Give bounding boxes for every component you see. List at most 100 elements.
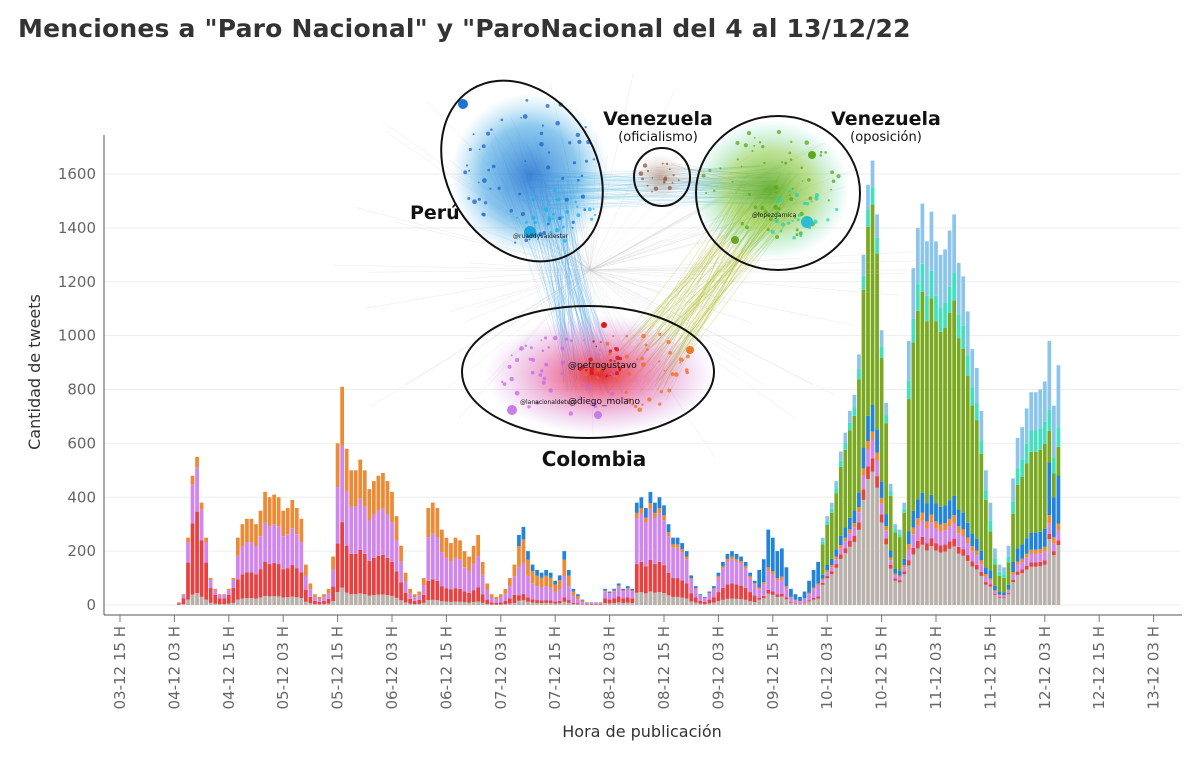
network-edge bbox=[589, 269, 900, 296]
bar-segment bbox=[897, 577, 902, 581]
bar-segment bbox=[258, 536, 263, 570]
bar-segment bbox=[934, 550, 938, 605]
bar-segment bbox=[1024, 553, 1029, 558]
bar-segment bbox=[308, 583, 313, 590]
bar-segment bbox=[920, 512, 925, 521]
bar-segment bbox=[1056, 523, 1061, 531]
network-node bbox=[601, 368, 604, 372]
bar-segment bbox=[267, 497, 272, 527]
bar-segment bbox=[707, 603, 712, 605]
network-node bbox=[546, 222, 550, 226]
bar-segment bbox=[503, 604, 508, 605]
network-node bbox=[770, 229, 775, 234]
bar-segment bbox=[1020, 476, 1024, 545]
bar-segment bbox=[816, 583, 820, 586]
bar-segment bbox=[616, 583, 621, 586]
x-tick-label: 08-12 15 H bbox=[655, 626, 673, 710]
bar-segment bbox=[272, 563, 276, 597]
bar-segment bbox=[544, 600, 548, 603]
bar-segment bbox=[789, 588, 793, 597]
bar-segment bbox=[725, 553, 730, 559]
bar-segment bbox=[217, 604, 222, 605]
network-node bbox=[584, 159, 589, 163]
network-node bbox=[670, 372, 675, 377]
bar-segment bbox=[875, 487, 879, 605]
bar-segment bbox=[539, 572, 544, 578]
network-node bbox=[589, 384, 592, 387]
bar-segment bbox=[807, 600, 811, 602]
bar-segment bbox=[952, 214, 956, 273]
bar-segment bbox=[893, 573, 898, 576]
bar-segment bbox=[612, 603, 616, 605]
bar-segment bbox=[730, 598, 734, 605]
bar-segment bbox=[838, 548, 843, 555]
bar-segment bbox=[848, 546, 852, 605]
bar-segment bbox=[947, 312, 952, 501]
bar-segment bbox=[870, 160, 875, 188]
bar-segment bbox=[929, 494, 934, 515]
x-tick-label: 04-12 03 H bbox=[165, 626, 183, 710]
bar-segment bbox=[322, 600, 326, 605]
bar-segment bbox=[879, 503, 884, 515]
bar-segment bbox=[766, 589, 771, 594]
bar-segment bbox=[748, 592, 752, 602]
venezuela-officialism-sublabel: (oficialismo) bbox=[618, 130, 698, 145]
bar-segment bbox=[204, 562, 208, 600]
bar-segment bbox=[861, 289, 866, 448]
bar-segment bbox=[893, 529, 898, 533]
bar-segment bbox=[349, 470, 354, 507]
bar-segment bbox=[358, 498, 363, 550]
network-node bbox=[529, 346, 533, 350]
bar-segment bbox=[349, 506, 354, 554]
bar-segment bbox=[916, 518, 920, 526]
network-node bbox=[587, 207, 592, 212]
x-tick-label: 04-12 15 H bbox=[220, 626, 238, 710]
network-node bbox=[528, 238, 531, 241]
bar-segment bbox=[390, 522, 394, 563]
bar-segment bbox=[1029, 549, 1034, 554]
y-tick-label: 1000 bbox=[58, 327, 96, 345]
bar-segment bbox=[884, 415, 888, 424]
bar-segment bbox=[467, 602, 471, 605]
bar-segment bbox=[648, 491, 653, 504]
bar-segment bbox=[226, 588, 231, 590]
network-edge bbox=[589, 269, 834, 395]
bar-segment bbox=[480, 594, 485, 603]
bar-segment bbox=[616, 602, 621, 605]
network-node bbox=[780, 230, 783, 233]
bar-segment bbox=[911, 547, 916, 555]
bar-segment bbox=[426, 537, 431, 581]
bar-segment bbox=[739, 599, 743, 605]
bar-segment bbox=[698, 595, 703, 601]
network-node bbox=[651, 177, 654, 179]
bar-segment bbox=[526, 575, 530, 598]
network-node bbox=[472, 199, 477, 205]
bar-segment bbox=[340, 445, 344, 523]
bar-segment bbox=[1002, 577, 1006, 593]
network-node bbox=[501, 380, 504, 384]
network-edge bbox=[589, 230, 704, 271]
bar-segment bbox=[884, 538, 888, 545]
venezuela-opposition-outline bbox=[695, 115, 861, 271]
bar-segment bbox=[902, 558, 907, 566]
network-node bbox=[543, 336, 548, 340]
bar-segment bbox=[866, 415, 870, 442]
network-node bbox=[642, 163, 648, 168]
bar-segment bbox=[571, 588, 576, 592]
network-node bbox=[560, 371, 564, 376]
bar-segment bbox=[421, 578, 426, 586]
bar-segment bbox=[671, 537, 675, 545]
bar-segment bbox=[974, 564, 979, 570]
bar-segment bbox=[372, 481, 376, 515]
bar-segment bbox=[594, 603, 598, 605]
bar-segment bbox=[1006, 556, 1011, 563]
bar-segment bbox=[743, 599, 748, 605]
bar-segment bbox=[526, 601, 530, 605]
network-node bbox=[641, 333, 646, 339]
network-hub-node bbox=[686, 346, 694, 354]
x-tick-label: 12-12 03 H bbox=[1036, 626, 1054, 710]
bar-segment bbox=[829, 558, 834, 566]
bar-segment bbox=[993, 591, 997, 594]
bar-segment bbox=[385, 481, 390, 515]
network-node bbox=[589, 370, 594, 376]
